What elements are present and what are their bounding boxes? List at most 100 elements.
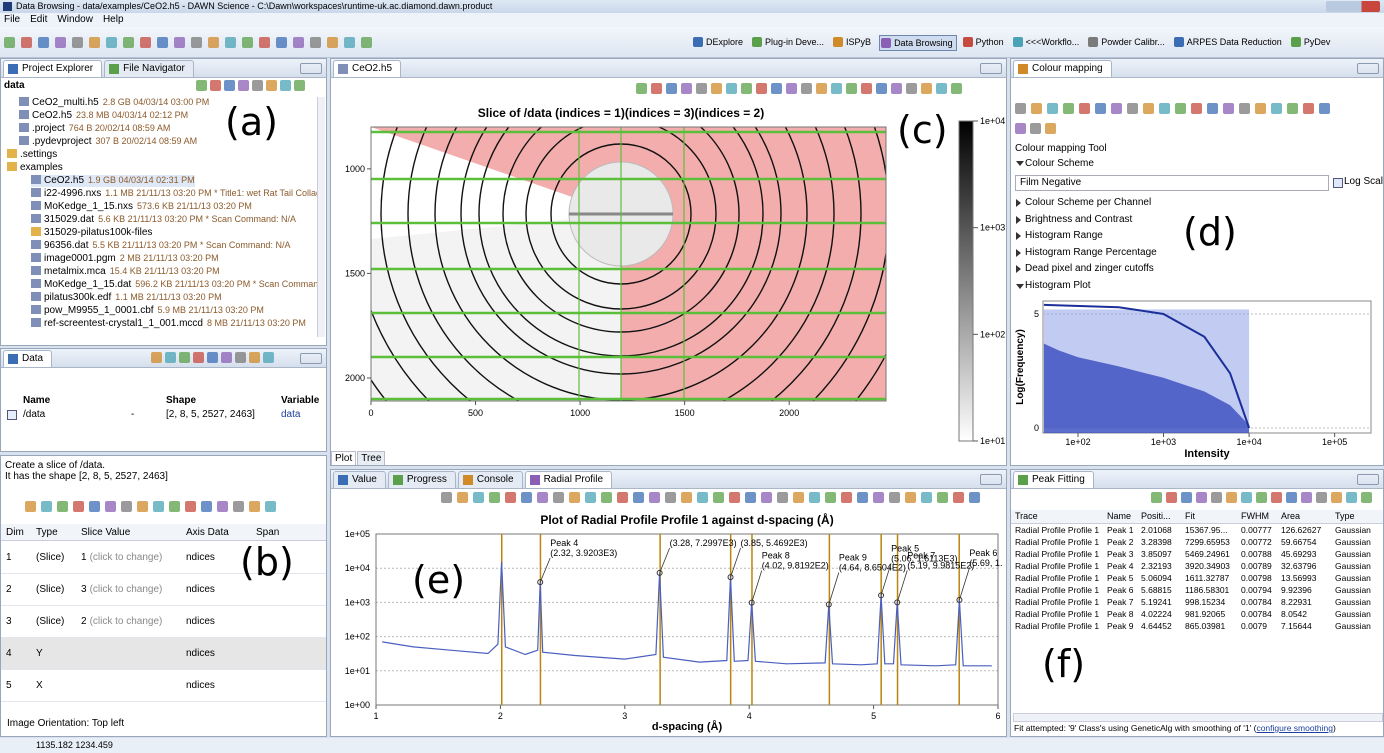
toolbar-icon[interactable] (242, 37, 253, 48)
view-controls[interactable] (1357, 474, 1379, 485)
slice-row[interactable] (1, 670, 327, 702)
toolbar-icon[interactable] (1030, 123, 1041, 134)
menu-item[interactable]: File (4, 14, 20, 25)
expander[interactable] (1016, 249, 1021, 257)
menu-item[interactable]: Edit (30, 14, 47, 25)
toolbar-icon[interactable] (191, 37, 202, 48)
toolbar-icon[interactable] (263, 352, 274, 363)
toolbar-icon[interactable] (210, 80, 221, 91)
toolbar-icon[interactable] (1255, 103, 1266, 114)
section-header[interactable]: Colour Scheme per Channel (1025, 197, 1151, 208)
perspective-button[interactable]: Python (962, 35, 1007, 49)
toolbar-icon[interactable] (310, 37, 321, 48)
file-tree-row[interactable]: .settings (7, 149, 57, 161)
perspective-button[interactable]: ISPyB (832, 35, 874, 49)
toolbar-icon[interactable] (106, 37, 117, 48)
toolbar-icon[interactable] (225, 37, 236, 48)
section-header[interactable]: Histogram Range (1025, 230, 1103, 241)
toolbar-icon[interactable] (196, 80, 207, 91)
file-tree-row[interactable]: examples (7, 162, 63, 174)
toolbar-icon[interactable] (1143, 103, 1154, 114)
toolbar-icon[interactable] (224, 80, 235, 91)
toolbar-icon[interactable] (1181, 492, 1192, 503)
toolbar-icon[interactable] (89, 501, 100, 512)
toolbar-icon[interactable] (169, 501, 180, 512)
expander[interactable] (1016, 265, 1021, 273)
toolbar-icon[interactable] (153, 501, 164, 512)
toolbar-icon[interactable] (1191, 103, 1202, 114)
toolbar-icon[interactable] (233, 501, 244, 512)
section-header[interactable]: Histogram Plot (1025, 280, 1091, 291)
toolbar-icon[interactable] (105, 501, 116, 512)
toolbar-icon[interactable] (249, 352, 260, 363)
toolbar-icon[interactable] (1316, 492, 1327, 503)
slice-value[interactable]: 2(click to change) (81, 616, 162, 627)
expander[interactable] (1016, 216, 1021, 224)
expander[interactable] (1016, 161, 1024, 166)
toolbar-icon[interactable] (1095, 103, 1106, 114)
toolbar-icon[interactable] (1319, 103, 1330, 114)
toolbar-icon[interactable] (72, 37, 83, 48)
toolbar-icon[interactable] (1223, 103, 1234, 114)
toolbar-icon[interactable] (38, 37, 49, 48)
row-checkbox[interactable] (7, 410, 17, 420)
toolbar-icon[interactable] (179, 352, 190, 363)
menu-item[interactable]: Help (103, 14, 124, 25)
toolbar-icon[interactable] (1226, 492, 1237, 503)
toolbar-icon[interactable] (252, 80, 263, 91)
toolbar-icon[interactable] (1063, 103, 1074, 114)
log-scale-checkbox[interactable] (1333, 178, 1343, 188)
toolbar-icon[interactable] (207, 352, 218, 363)
expander[interactable] (1016, 284, 1024, 289)
toolbar-icon[interactable] (327, 37, 338, 48)
toolbar-icon[interactable] (1079, 103, 1090, 114)
slice-row[interactable] (1, 638, 327, 670)
toolbar-icon[interactable] (201, 501, 212, 512)
toolbar-icon[interactable] (1301, 492, 1312, 503)
view-controls[interactable] (300, 353, 322, 364)
toolbar-icon[interactable] (361, 37, 372, 48)
perspective-button[interactable]: Powder Calibr... (1087, 35, 1168, 49)
slice-value[interactable]: 3(click to change) (81, 584, 162, 595)
toolbar-icon[interactable] (21, 37, 32, 48)
perspective-button[interactable]: Plug-in Deve... (751, 35, 827, 49)
toolbar-icon[interactable] (1271, 492, 1282, 503)
toolbar-icon[interactable] (57, 501, 68, 512)
section-header[interactable]: Dead pixel and zinger cutoffs (1025, 263, 1154, 274)
toolbar-icon[interactable] (1175, 103, 1186, 114)
toolbar-icon[interactable] (1241, 492, 1252, 503)
toolbar-icon[interactable] (344, 37, 355, 48)
slice-value[interactable]: 1(click to change) (81, 552, 162, 563)
perspective-button[interactable]: <<<Workflo... (1012, 35, 1083, 49)
toolbar-icon[interactable] (123, 37, 134, 48)
toolbar-icon[interactable] (165, 352, 176, 363)
expander[interactable] (1016, 199, 1021, 207)
toolbar-icon[interactable] (221, 352, 232, 363)
toolbar-icon[interactable] (217, 501, 228, 512)
toolbar-icon[interactable] (265, 501, 276, 512)
window-controls[interactable] (1326, 1, 1380, 12)
view-tab[interactable]: Tree (357, 451, 385, 466)
toolbar-icon[interactable] (293, 37, 304, 48)
tab[interactable]: Data (3, 350, 52, 367)
perspective-button[interactable]: ARPES Data Reduction (1173, 35, 1285, 49)
file-tree-row[interactable]: ref-screentest-crystal1_1_001.mccd8 MB 2… (31, 318, 306, 330)
toolbar-icon[interactable] (41, 501, 52, 512)
toolbar-icon[interactable] (208, 37, 219, 48)
toolbar-icon[interactable] (276, 37, 287, 48)
toolbar-icon[interactable] (1031, 103, 1042, 114)
file-tree-row[interactable]: CeO2.h51.9 GB 04/03/14 02:31 PM (31, 175, 195, 187)
toolbar-icon[interactable] (55, 37, 66, 48)
toolbar-icon[interactable] (1045, 123, 1056, 134)
toolbar-icon[interactable] (1166, 492, 1177, 503)
tab[interactable]: File Navigator (104, 60, 194, 77)
section-header[interactable]: Histogram Range Percentage (1025, 247, 1157, 258)
tab[interactable]: Peak Fitting (1013, 471, 1094, 488)
toolbar-icon[interactable] (1239, 103, 1250, 114)
toolbar-icon[interactable] (1207, 103, 1218, 114)
